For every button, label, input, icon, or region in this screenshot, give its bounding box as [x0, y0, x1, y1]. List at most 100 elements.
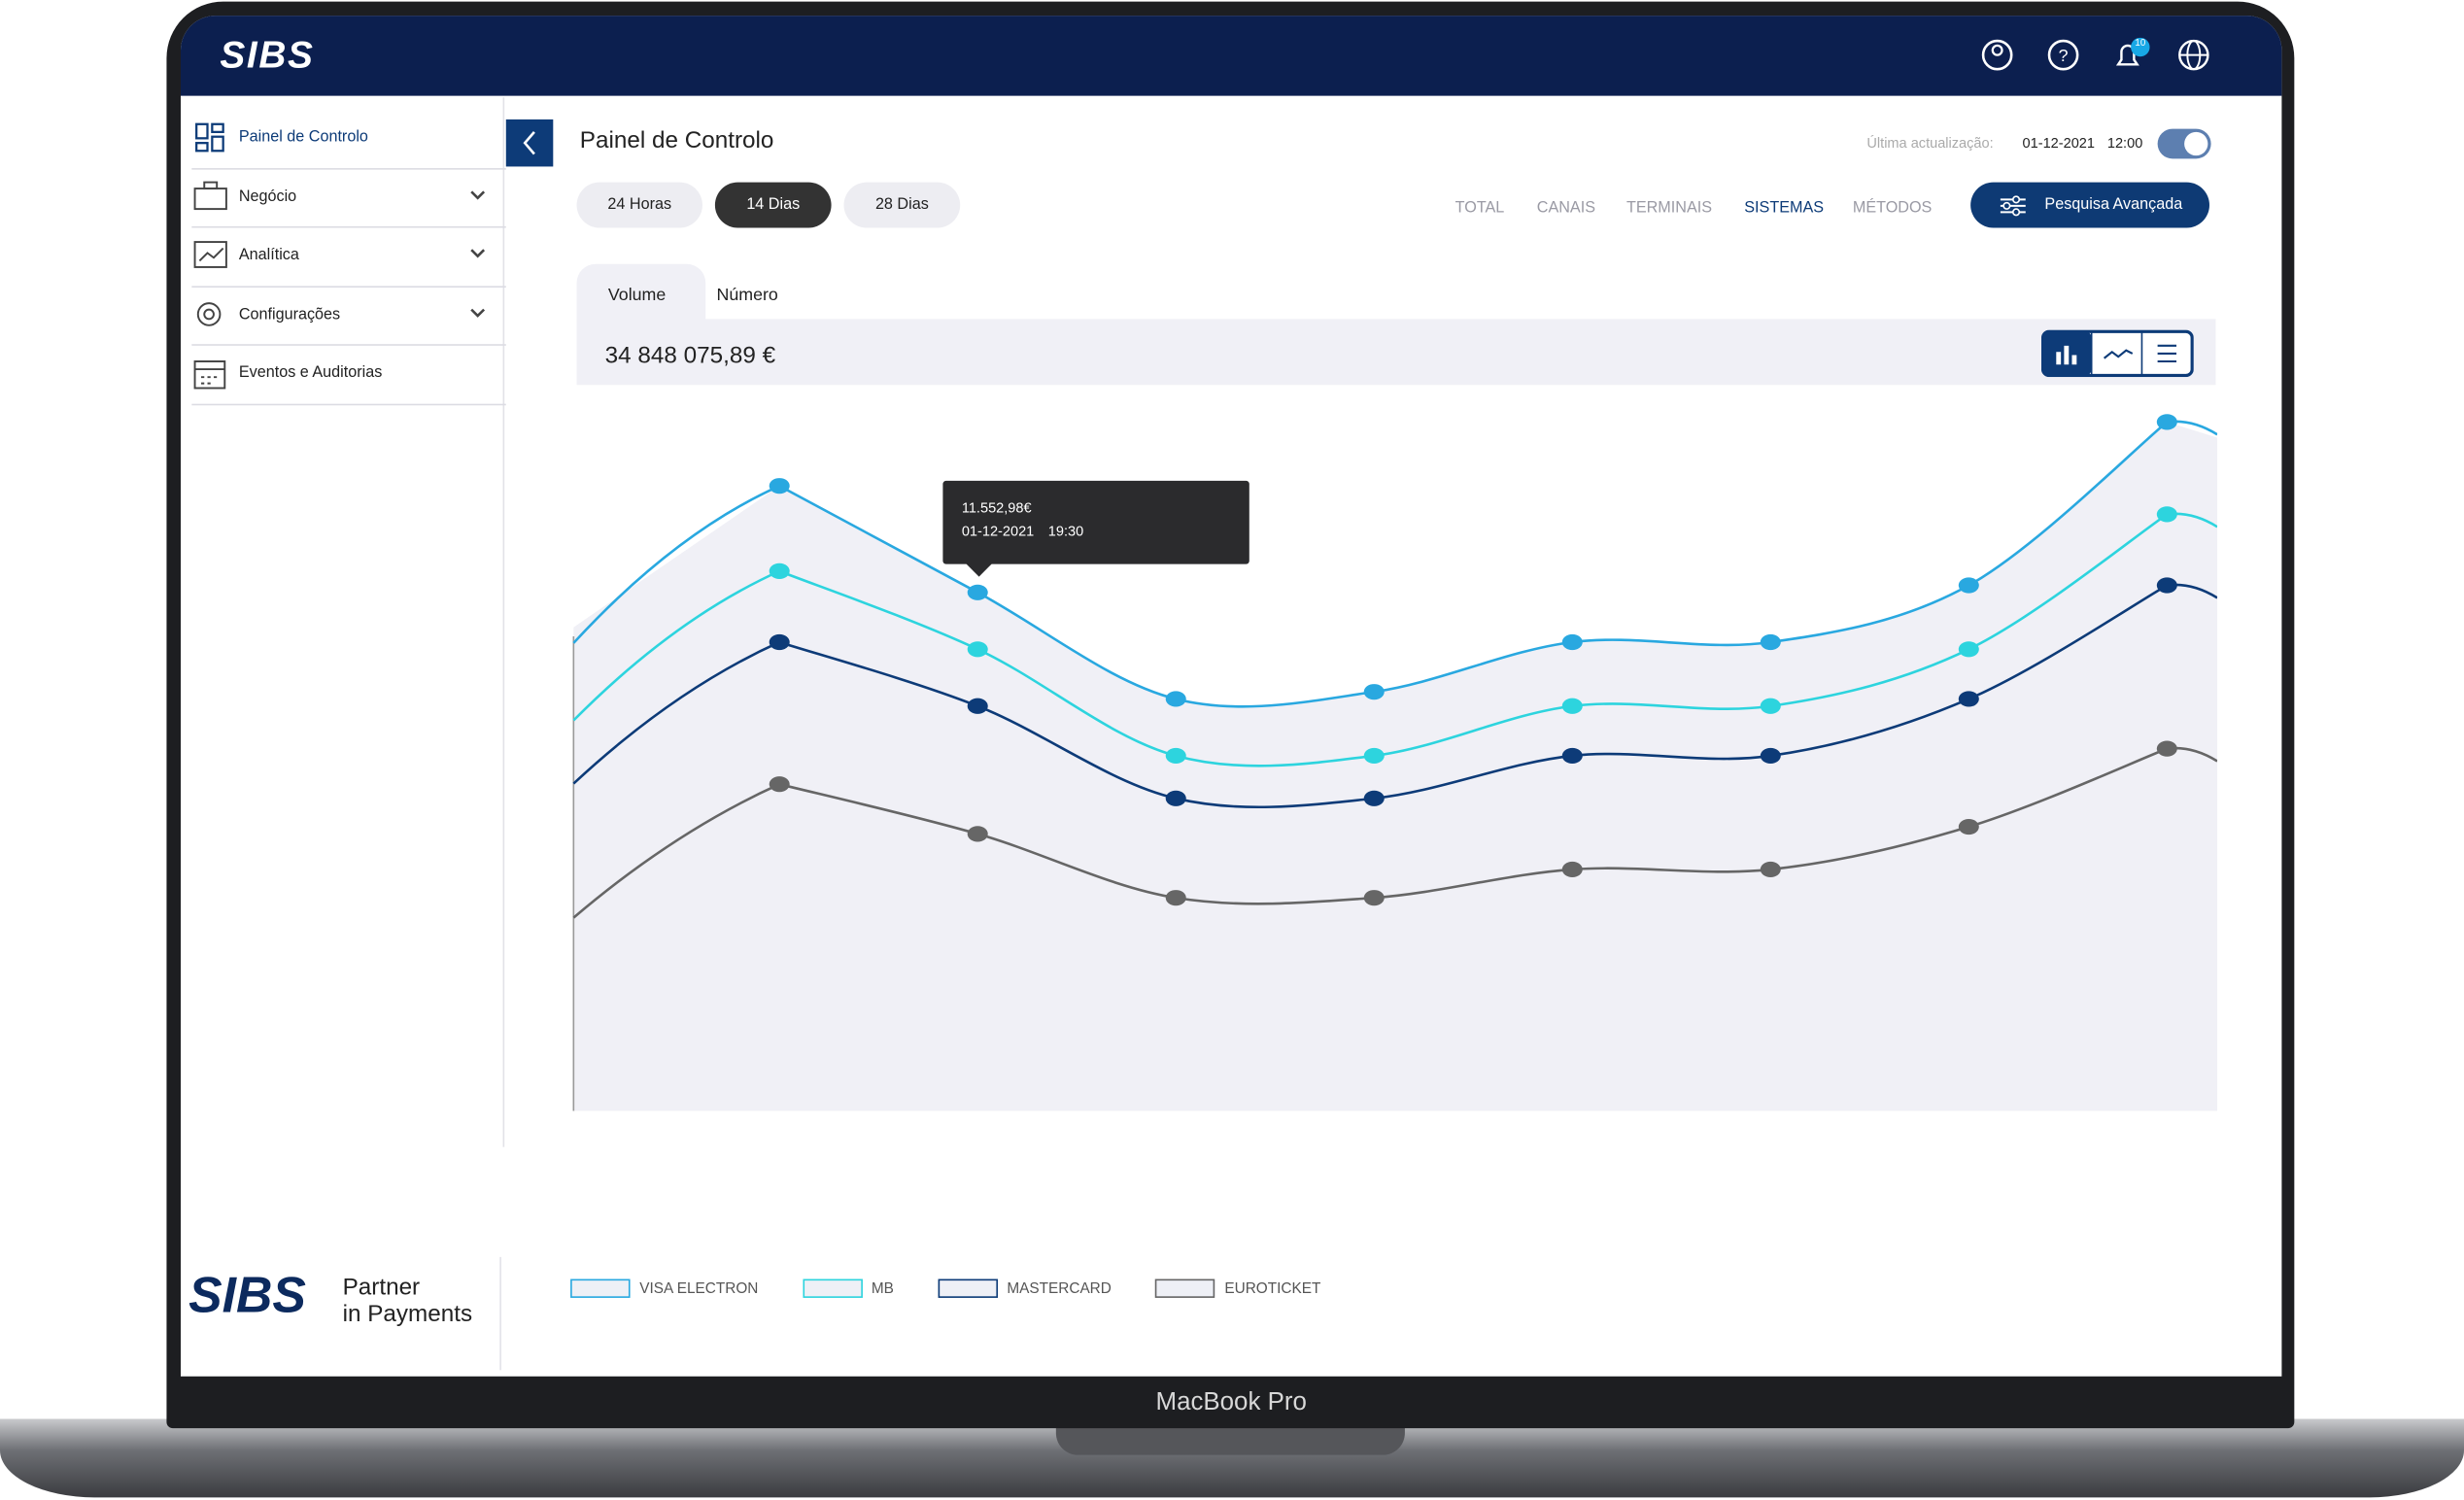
data-point: [1363, 747, 1385, 765]
toggle[interactable]: [2157, 128, 2211, 159]
legend-item[interactable]: MB: [802, 1276, 894, 1301]
subtab[interactable]: Volume: [607, 286, 667, 305]
legend-swatch: [938, 1278, 998, 1298]
sidebar-icons: [193, 122, 486, 390]
footer-logo: SIBS: [188, 1266, 306, 1323]
data-point: [1561, 861, 1583, 877]
data-point: [2156, 414, 2177, 430]
tab[interactable]: TERMINAIS: [1626, 199, 1713, 218]
data-point: [1760, 861, 1781, 877]
legend-label: MB: [871, 1279, 894, 1298]
top-bar: [180, 16, 2282, 96]
data-point: [1760, 747, 1781, 765]
total: 34 848 075,89 €: [604, 342, 776, 370]
device-label: MacBook Pro: [1155, 1388, 1307, 1416]
data-point: [967, 641, 988, 658]
period-button[interactable]: 24 Horas: [576, 182, 702, 228]
data-point: [1958, 691, 1979, 707]
data-point: [1958, 577, 1979, 594]
tagline: in Payments: [342, 1301, 473, 1328]
data-point: [1561, 633, 1583, 651]
legend-swatch: [1155, 1278, 1215, 1298]
series-line: [778, 513, 2169, 767]
data-point: [1165, 790, 1186, 806]
data-point: [1363, 890, 1385, 906]
svg-text:?: ?: [2059, 46, 2069, 65]
nav-item[interactable]: Negócio: [238, 188, 297, 206]
data-point: [967, 826, 988, 842]
legend-item[interactable]: VISA ELECTRON: [570, 1276, 758, 1301]
legend-label: EUROTICKET: [1224, 1279, 1321, 1298]
search-label: Pesquisa Avançada: [2044, 196, 2183, 214]
area: [573, 422, 2218, 1111]
legend-item[interactable]: MASTERCARD: [938, 1276, 1112, 1301]
tab[interactable]: SISTEMAS: [1744, 199, 1825, 218]
update-date: 01-12-2021: [2022, 135, 2096, 152]
data-point: [2156, 577, 2177, 594]
sidebar-border: [499, 1256, 501, 1371]
nav-item[interactable]: Eventos e Auditorias: [238, 364, 383, 383]
notification-badge: 10: [2135, 39, 2146, 50]
nav-item[interactable]: Painel de Controlo: [238, 128, 368, 147]
collapse-button[interactable]: [505, 119, 554, 167]
tab[interactable]: MÉTODOS: [1852, 199, 1933, 218]
series-line: [778, 584, 2168, 809]
data-point: [1760, 633, 1781, 651]
legend: VISA ELECTRON MB MASTERCARD EUROTICKET: [570, 1276, 1320, 1301]
data-point: [1760, 698, 1781, 714]
data-point: [967, 584, 988, 600]
data-point: [769, 776, 790, 793]
search-button[interactable]: Pesquisa Avançada: [1970, 182, 2209, 228]
data-point: [769, 562, 790, 579]
laptop-notch: [1055, 1423, 1405, 1455]
separator: [191, 344, 506, 346]
tooltip: [942, 480, 1249, 564]
legend-item[interactable]: EUROTICKET: [1155, 1276, 1320, 1301]
data-point: [2156, 506, 2177, 523]
update-time: 12:00: [2106, 135, 2143, 152]
separator: [191, 403, 506, 406]
subtab[interactable]: Número: [716, 286, 778, 305]
chart-type-toggle[interactable]: [2040, 329, 2194, 378]
data-point: [1958, 641, 1979, 658]
legend-swatch: [802, 1278, 863, 1298]
data-point: [1958, 818, 1979, 835]
separator: [191, 168, 506, 170]
tooltip-value: 11.552,98€: [961, 499, 1032, 516]
legend-swatch: [570, 1278, 631, 1298]
legend-label: VISA ELECTRON: [639, 1279, 759, 1298]
summary-panel: [576, 319, 2216, 386]
tab[interactable]: TOTAL: [1454, 199, 1505, 218]
data-point: [967, 698, 988, 714]
data-point: [769, 478, 790, 494]
data-point: [1165, 691, 1186, 707]
tooltip-pointer: [965, 562, 994, 577]
data-point: [1363, 790, 1385, 806]
legend-label: MASTERCARD: [1007, 1279, 1112, 1298]
sidebar-border: [502, 97, 505, 1147]
period-button[interactable]: 28 Dias: [843, 182, 961, 228]
period-button[interactable]: 14 Dias: [714, 182, 832, 228]
tooltip-time: 19:30: [1047, 523, 1084, 539]
subtab-active: [576, 263, 706, 323]
update-label: Última actualização:: [1866, 135, 1994, 152]
data-point: [769, 633, 790, 651]
header-icons[interactable]: ?: [1973, 31, 2225, 79]
nav-item[interactable]: Configurações: [238, 306, 341, 324]
tagline: Partner: [342, 1274, 421, 1302]
data-point: [1165, 890, 1186, 906]
series-line: [778, 747, 2168, 905]
separator: [191, 225, 506, 228]
data-point: [1363, 684, 1385, 700]
tooltip-date: 01-12-2021: [961, 523, 1035, 539]
logo: SIBS: [220, 34, 315, 78]
separator: [191, 286, 506, 288]
tab[interactable]: CANAIS: [1536, 199, 1595, 218]
data-point: [1561, 747, 1583, 765]
data-point: [2156, 740, 2177, 757]
line-chart: [572, 414, 2218, 1111]
page-title: Painel de Controlo: [579, 127, 774, 154]
nav-item[interactable]: Analítica: [238, 246, 299, 264]
data-point: [1561, 698, 1583, 714]
